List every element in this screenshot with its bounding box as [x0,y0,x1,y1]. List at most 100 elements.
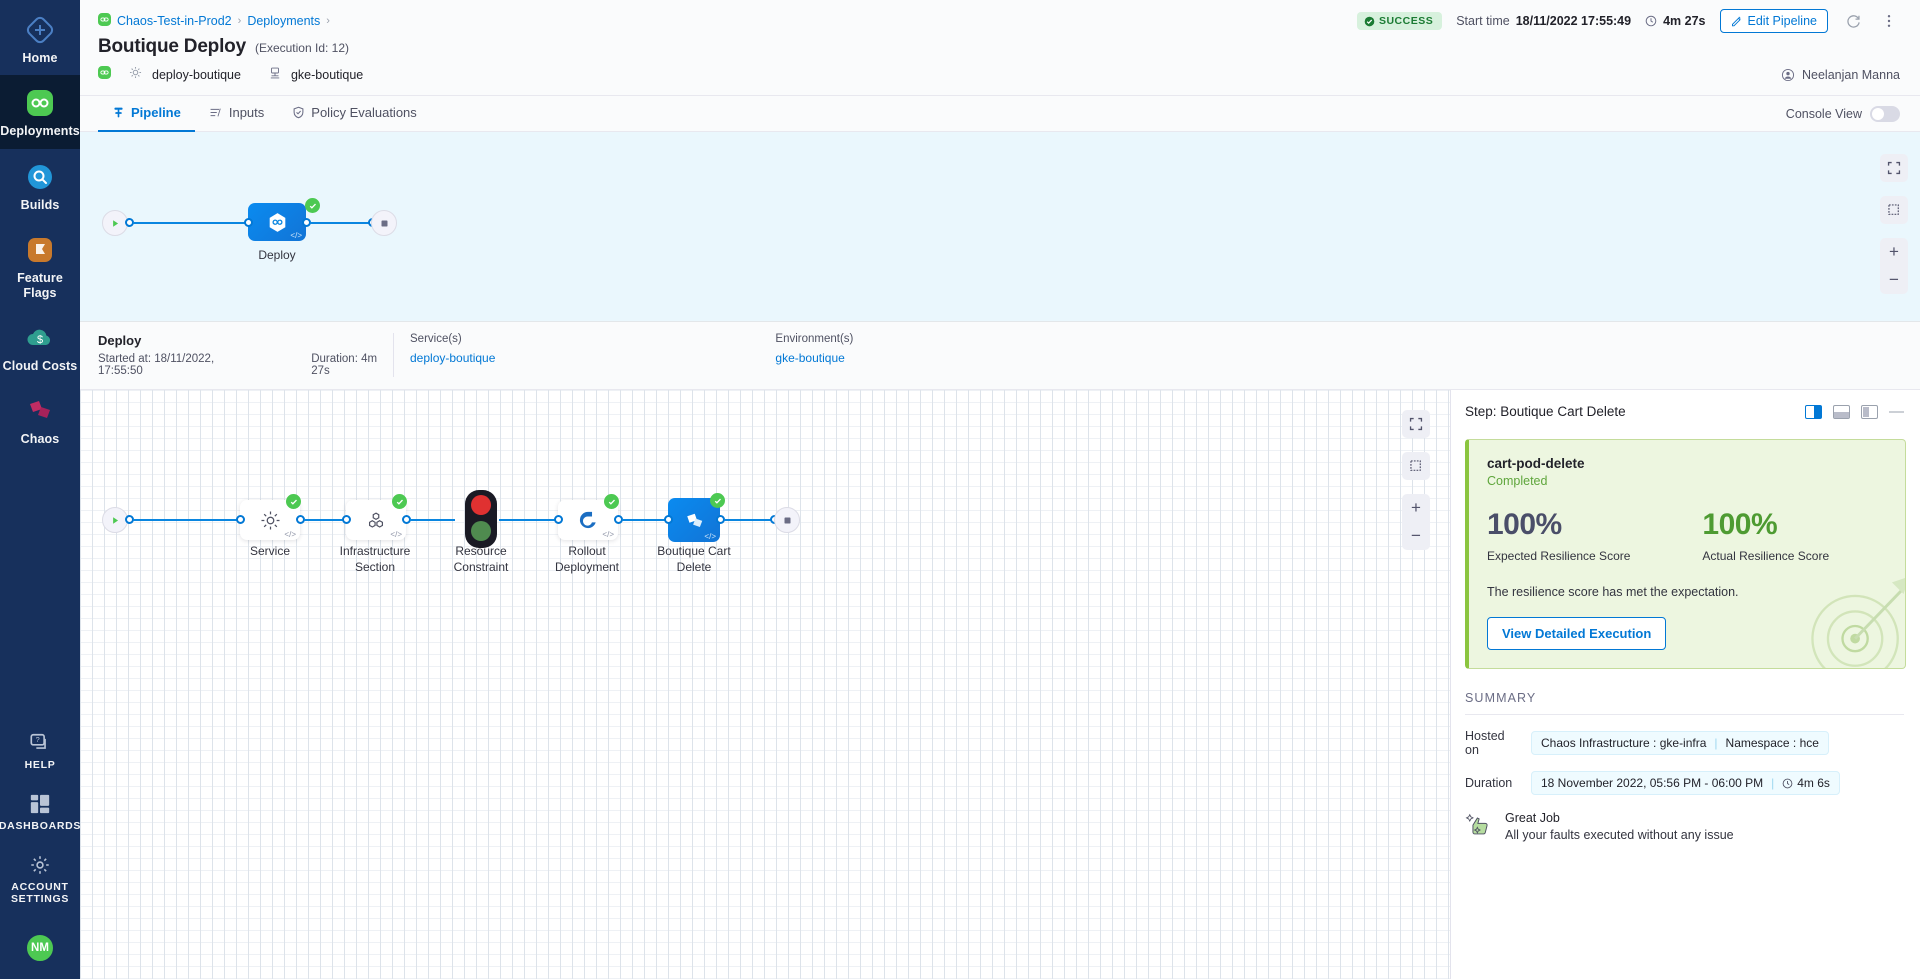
summary-duration-label: Duration [1465,776,1513,790]
step-node-rollout-deployment[interactable]: </> [558,500,618,540]
sidebar-item-dashboards[interactable]: DASHBOARDS [0,781,80,842]
sidebar-label-deployments: Deployments [0,124,80,139]
sidebar-item-chaos[interactable]: Chaos [0,383,80,456]
refresh-icon[interactable] [1842,10,1864,32]
layout-bottom-icon[interactable] [1833,404,1850,419]
stop-icon [784,517,790,523]
page-title: Boutique Deploy [98,36,246,57]
sidebar-item-deployments[interactable]: Deployments [0,75,80,149]
duration-pill: 18 November 2022, 05:56 PM - 06:00 PM | … [1531,771,1840,795]
sidebar-item-account-settings[interactable]: ACCOUNT SETTINGS [0,842,80,915]
expected-score-block: 100% Expected Resilience Score [1487,508,1630,563]
sidebar-item-builds[interactable]: Builds [0,149,80,222]
home-diamond-icon [24,14,56,46]
layout-right-icon[interactable] [1805,404,1822,419]
minimize-icon[interactable]: — [1889,402,1904,420]
sidebar-label-feature-flags: Feature Flags [17,271,63,300]
step-infrastructure-success-badge [392,494,407,509]
pipeline-deploy-in-port [244,218,253,227]
breadcrumb-item-deployments[interactable]: Deployments [247,14,321,28]
steps-start-node[interactable] [102,507,128,533]
breadcrumb-item-project[interactable]: Chaos-Test-in-Prod2 [117,14,232,28]
steps-zoom-in-button[interactable]: + [1411,498,1421,517]
steps-edge-5 [622,519,668,521]
step-rollout-success-badge [604,494,619,509]
view-detailed-execution-button[interactable]: View Detailed Execution [1487,617,1667,650]
summary-duration-value: 4m 6s [1797,776,1830,790]
steps-graph-canvas[interactable]: </> Service </> [80,390,1450,979]
zoom-in-button[interactable]: + [1889,242,1899,261]
builds-icon [24,161,56,193]
zoom-out-button[interactable]: − [1889,270,1899,289]
status-badge: SUCCESS [1356,12,1443,30]
stage-detail-split: </> Service </> [80,390,1920,979]
user-icon [1781,68,1795,82]
steps-edge-1 [133,519,241,521]
environment-chip: gke-boutique [290,68,364,82]
pipeline-node-deploy[interactable]: </> [248,203,306,241]
stage-environments-value[interactable]: gke-boutique [775,351,845,365]
steps-zoom-out-button[interactable]: − [1411,526,1421,545]
fit-to-screen-button[interactable] [1880,154,1908,182]
sidebar-item-help[interactable]: ? HELP [0,720,80,781]
pipeline-node-deploy-label: Deploy [258,248,296,262]
step-rollout-in-port [554,515,563,524]
actual-score-value: 100% [1702,508,1778,541]
tab-pipeline[interactable]: Pipeline [98,96,195,132]
hosted-on-pill: Chaos Infrastructure : gke-infra | Names… [1531,731,1829,755]
pipeline-end-node[interactable] [371,210,397,236]
console-view-toggle[interactable]: Console View [1786,105,1900,122]
step-service-label: Service [249,544,290,558]
stage-info-strip: Deploy Started at: 18/11/2022, 17:55:50 … [80,322,1920,390]
steps-end-node[interactable] [774,507,800,533]
project-icon [98,13,111,29]
svg-text:$: $ [37,334,43,346]
gear-icon [29,854,51,876]
sidebar-item-home[interactable]: Home [0,0,80,75]
panel-layout-controls: — [1805,402,1904,420]
layout-left-icon[interactable] [1861,404,1878,419]
select-area-button[interactable] [1880,196,1908,224]
code-icon: </> [290,231,302,240]
duration-meta: 4m 27s [1645,14,1706,28]
sidebar-item-feature-flags[interactable]: Feature Flags [0,222,80,310]
great-job-text: Great Job All your faults executed witho… [1505,811,1734,842]
pipeline-graph-controls: + − [1880,154,1908,294]
code-icon: </> [390,530,402,539]
console-view-switch[interactable] [1870,105,1900,122]
breadcrumb: Chaos-Test-in-Prod2 › Deployments › [98,13,330,29]
tab-inputs[interactable]: Inputs [195,96,278,132]
steps-select-area-button[interactable] [1402,452,1430,480]
step-detail-panel: Step: Boutique Cart Delete — cart-pod-de… [1450,390,1920,979]
stage-services-label: Service(s) [410,333,462,345]
gear-icon [260,510,280,530]
expand-icon [1409,417,1423,431]
start-time-value: 18/11/2022 17:55:49 [1515,14,1632,28]
deployments-icon-node [269,212,285,232]
sidebar-item-cloud-costs[interactable]: $ Cloud Costs [0,310,80,383]
marquee-icon [1888,204,1899,215]
avatar[interactable]: NM [25,933,55,963]
pipeline-icon [114,107,123,118]
start-time-label: Start time [1456,14,1510,28]
more-options-icon[interactable] [1878,10,1900,32]
sidebar-bottom-group: ? HELP DASHBOARDS [0,720,80,979]
steps-edge-2 [304,519,346,521]
tab-policy-label: Policy Evaluations [311,105,417,120]
tab-policy-evaluations[interactable]: Policy Evaluations [278,96,431,132]
step-node-resource-constraint[interactable] [465,490,497,548]
cloud-costs-icon: $ [24,322,56,354]
steps-fit-to-screen-button[interactable] [1402,410,1430,438]
stage-services: Service(s) deploy-boutique [410,333,495,365]
step-boutique-in-port [664,515,673,524]
target-illustration [1795,563,1905,668]
edit-pipeline-button[interactable]: Edit Pipeline [1719,9,1828,33]
step-infrastructure-in-port [342,515,351,524]
page-header: Chaos-Test-in-Prod2 › Deployments › SUCC… [80,0,1920,96]
pipeline-graph-canvas[interactable]: </> Deploy + − [80,132,1920,322]
summary-title: SUMMARY [1465,691,1904,715]
experiment-status: Completed [1487,474,1548,488]
stage-services-value[interactable]: deploy-boutique [410,351,496,365]
sidebar-label-builds: Builds [20,197,60,212]
